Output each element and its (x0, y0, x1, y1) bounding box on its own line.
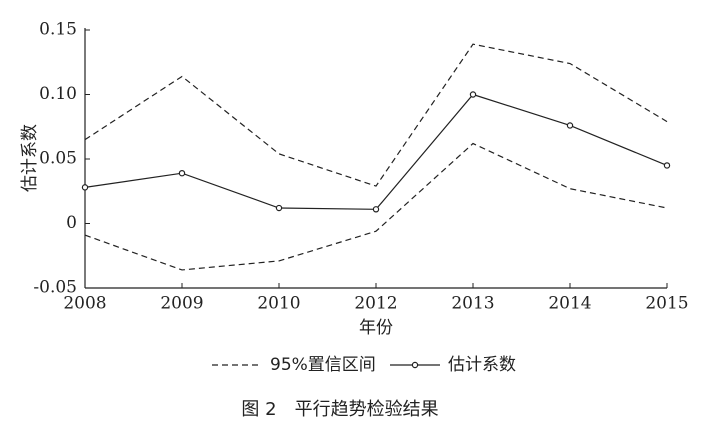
x-tick-label: 2012 (354, 294, 397, 314)
y-tick-label: 0.15 (39, 20, 77, 40)
point (566, 122, 574, 129)
y-axis-title: 估计系数 (20, 124, 40, 192)
x-tick-label: 2008 (63, 294, 106, 314)
x-tick-label: 2015 (645, 294, 688, 314)
line (84, 142, 668, 271)
caption: 图 2 平行趋势检验结果 (241, 399, 438, 420)
legend-label: 估计系数 (448, 355, 516, 375)
point (178, 169, 186, 177)
point (81, 184, 89, 191)
y-tick-label: -0.05 (33, 278, 77, 298)
legend-marker (411, 361, 419, 369)
x-tick-label: 2010 (257, 294, 300, 314)
point (372, 206, 380, 213)
y-tick-label: 0 (66, 213, 77, 233)
point (275, 204, 283, 212)
line (84, 93, 668, 210)
legend-label: 95%置信区间 (270, 355, 376, 375)
point (663, 162, 671, 169)
point (469, 91, 477, 98)
x-tick-label: 2013 (451, 294, 494, 314)
x-tick-label: 2014 (548, 294, 591, 314)
line (84, 43, 668, 187)
y-tick-label: 0.05 (39, 149, 77, 169)
x-axis-title: 年份 (359, 318, 393, 338)
y-tick-label: 0.10 (39, 84, 77, 104)
x-tick-label: 2009 (160, 294, 203, 314)
